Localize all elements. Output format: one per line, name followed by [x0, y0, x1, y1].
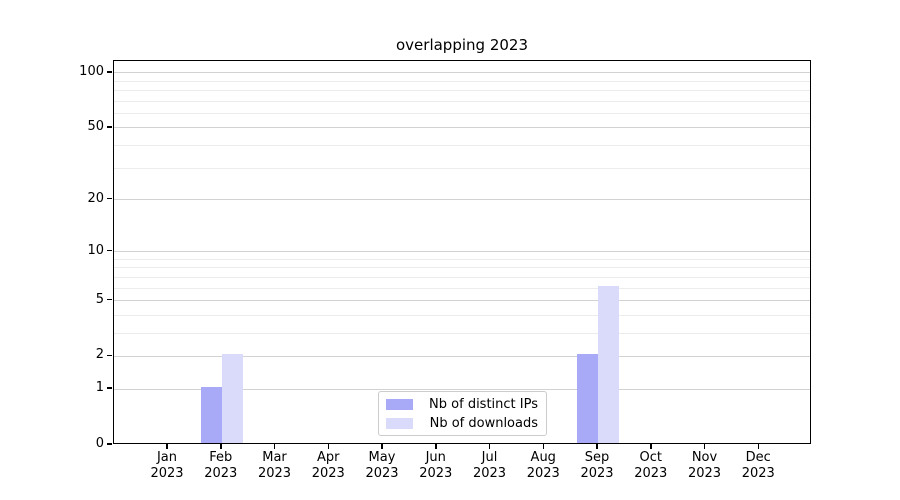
y-tickmark — [107, 387, 112, 389]
x-tickmark — [757, 444, 759, 449]
gridline-major — [114, 72, 810, 74]
chart-title: overlapping 2023 — [396, 36, 528, 54]
y-tick-label: 5 — [95, 291, 104, 307]
gridline-minor — [114, 167, 810, 169]
legend-swatch-downloads-icon — [386, 417, 413, 429]
y-tickmark — [107, 71, 112, 73]
x-tickmark — [273, 444, 276, 449]
x-tickmark — [542, 444, 544, 449]
y-tick-label: 100 — [79, 63, 104, 79]
gridline-minor — [114, 90, 810, 92]
legend-item-downloads: Nb of downloads — [386, 416, 538, 431]
bar-distinct-ips — [577, 354, 598, 443]
gridline-minor — [114, 267, 810, 269]
gridline-major — [114, 388, 810, 390]
legend: Nb of distinct IPs Nb of downloads — [378, 391, 547, 436]
x-tickmark — [435, 444, 437, 449]
legend-item-distinct-ips: Nb of distinct IPs — [386, 397, 538, 412]
x-tickmark — [488, 444, 491, 449]
x-tickmark — [166, 444, 168, 449]
gridline-minor — [114, 113, 810, 115]
x-tickmark — [650, 444, 652, 449]
gridline-major — [114, 127, 810, 129]
legend-label-downloads: Nb of downloads — [429, 415, 538, 431]
gridline-minor — [114, 276, 810, 278]
gridline-minor — [114, 100, 810, 102]
x-tick-label: Jul 2023 — [472, 450, 507, 481]
x-tick-label: Jan 2023 — [150, 450, 184, 481]
y-tick-label: 50 — [87, 118, 104, 134]
x-tickmark — [596, 444, 598, 449]
x-tick-label: Jun 2023 — [419, 450, 453, 481]
bar-downloads — [221, 354, 243, 443]
gridline-minor — [114, 145, 810, 147]
gridline-minor — [114, 332, 810, 334]
x-tick-label: Dec 2023 — [741, 450, 775, 481]
x-tickmark — [327, 444, 329, 449]
x-tickmark — [703, 444, 706, 449]
y-tick-label: 0 — [95, 436, 104, 451]
bar-downloads — [598, 286, 619, 443]
x-tick-label: Mar 2023 — [257, 450, 292, 481]
x-tick-label: Oct 2023 — [634, 450, 668, 481]
y-tickmark — [107, 298, 112, 301]
gridline-major — [114, 300, 810, 302]
x-tickmark — [381, 444, 383, 449]
y-tickmark — [107, 197, 112, 200]
x-tick-label: Feb 2023 — [204, 450, 238, 481]
y-tick-label: 2 — [95, 347, 104, 363]
plot-area — [113, 60, 811, 444]
y-tick-label: 1 — [95, 380, 104, 396]
y-tickmark — [107, 354, 112, 357]
y-tick-label: 10 — [87, 242, 104, 258]
legend-swatch-distinct-ips-icon — [386, 398, 413, 410]
gridline-minor — [114, 258, 810, 260]
y-tickmark — [107, 126, 112, 128]
legend-label-distinct-ips: Nb of distinct IPs — [429, 396, 538, 412]
x-tick-label: Sep 2023 — [580, 450, 614, 481]
x-tick-label: May 2023 — [365, 450, 399, 481]
x-tick-label: Nov 2023 — [687, 450, 722, 481]
x-tick-label: Aug 2023 — [526, 450, 560, 481]
y-tickmark — [107, 443, 112, 445]
gridline-major — [114, 251, 810, 253]
x-tick-label: Apr 2023 — [311, 450, 345, 481]
gridline-minor — [114, 287, 810, 289]
bar-distinct-ips — [200, 387, 222, 443]
y-tick-label: 20 — [87, 190, 104, 206]
x-tickmark — [220, 444, 222, 449]
gridline-major — [114, 355, 810, 357]
gridline-major — [114, 199, 810, 200]
gridline-minor — [114, 314, 810, 316]
y-tickmark — [107, 249, 112, 252]
gridline-minor — [114, 80, 810, 82]
